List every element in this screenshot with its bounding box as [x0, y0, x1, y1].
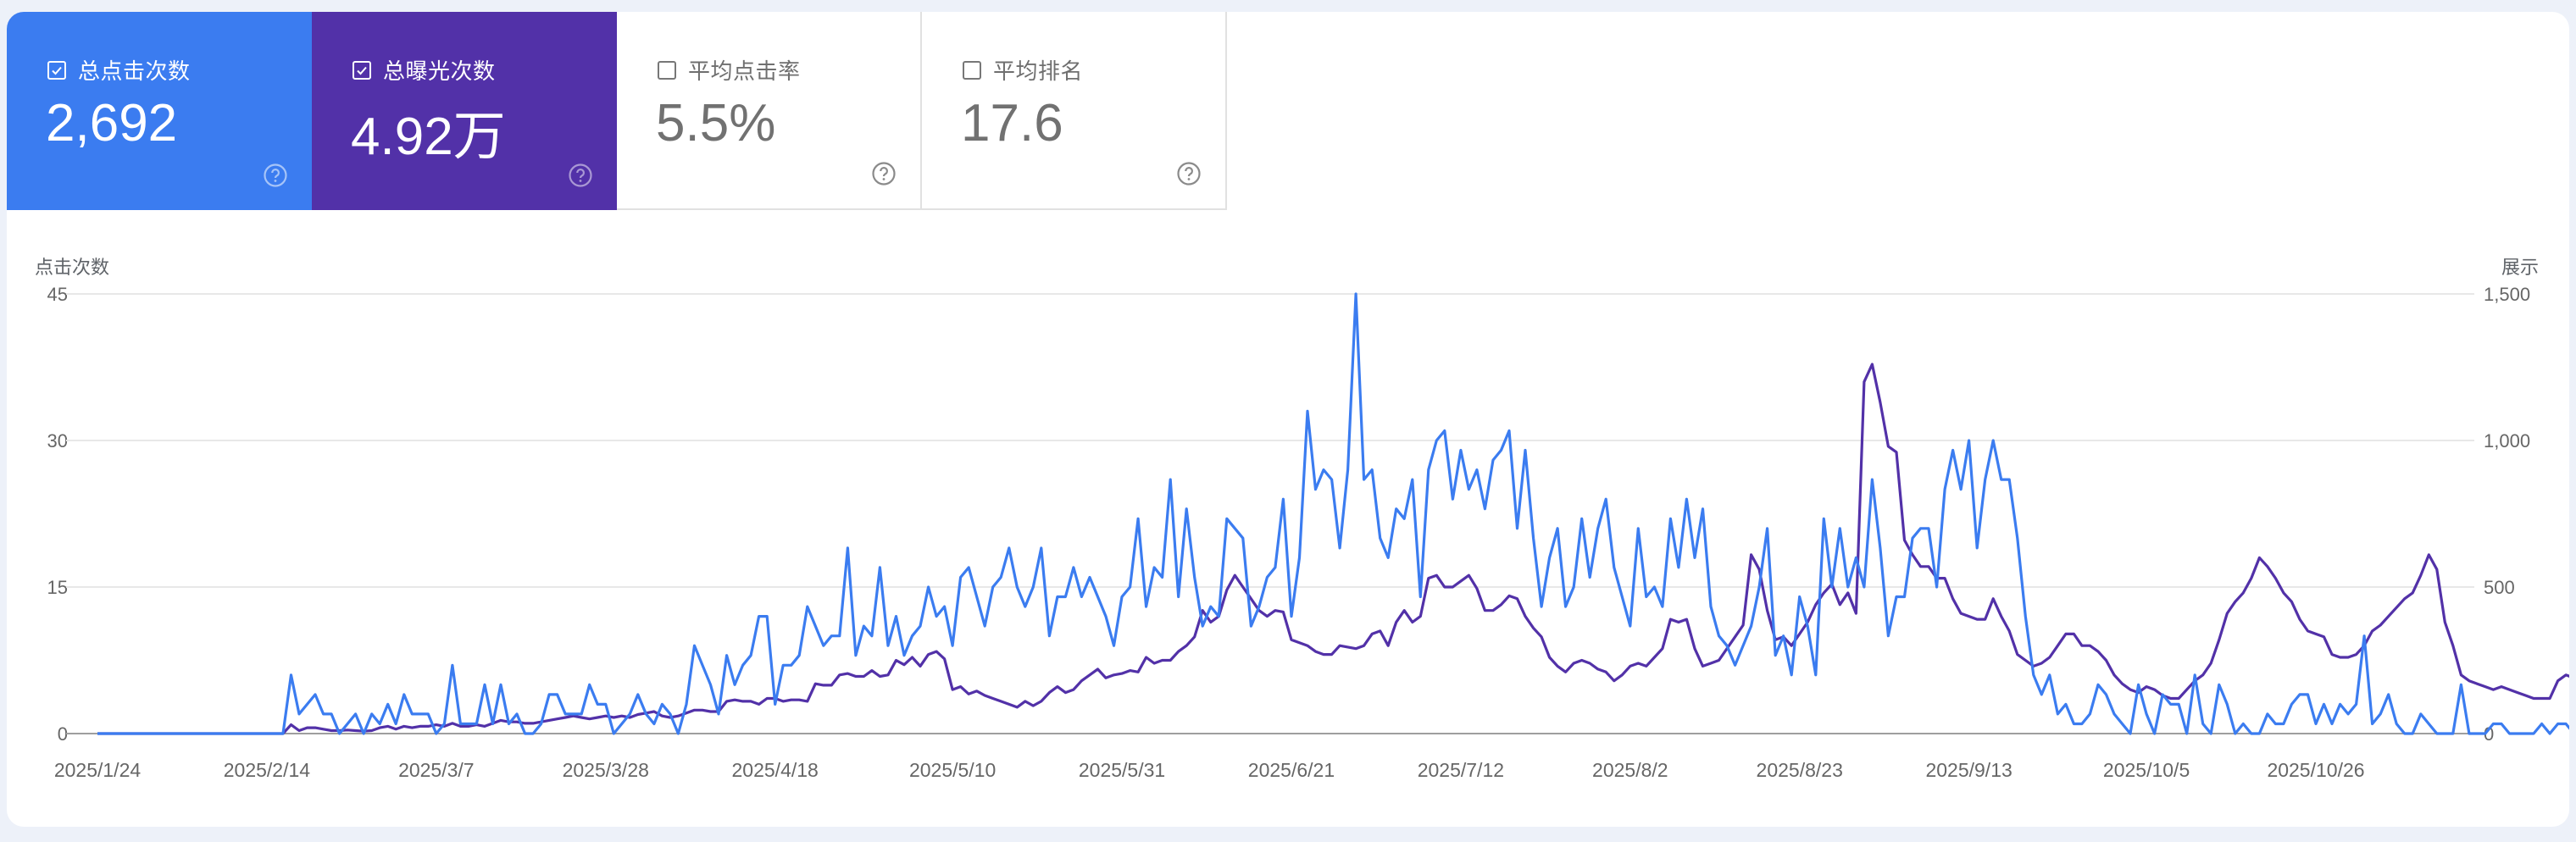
x-axis-tick: 2025/5/10: [908, 759, 997, 781]
x-axis-tick: 2025/9/13: [1925, 759, 2012, 781]
x-axis-tick: 2025/6/21: [1247, 759, 1335, 781]
x-axis-tick: 2025/3/7: [398, 759, 475, 781]
metric-card-position[interactable]: 平均排名 17.6: [922, 12, 1227, 210]
left-y-tick: 45: [47, 284, 68, 305]
x-axis-tick: 2025/5/31: [1078, 759, 1166, 781]
x-axis-tick: 2025/7/12: [1417, 759, 1505, 781]
checkbox-checked-icon[interactable]: [47, 60, 66, 80]
help-circle-icon[interactable]: [1176, 161, 1202, 186]
metric-label: 平均点击率: [688, 58, 801, 84]
checkbox-checked-icon[interactable]: [353, 60, 371, 80]
help-circle-icon[interactable]: [871, 161, 897, 186]
right-y-tick: 500: [2484, 577, 2515, 598]
metric-value: 17.6: [961, 94, 1063, 152]
right-y-tick: 1,500: [2484, 284, 2531, 305]
x-axis-tick: 2025/8/2: [1592, 759, 1668, 781]
metric-value: 5.5%: [656, 94, 776, 152]
clicks-line: [97, 292, 2569, 735]
help-circle-icon[interactable]: [568, 163, 593, 188]
performance-panel: 总点击次数 2,692 总曝光次数 4.92万: [7, 12, 2569, 827]
line-plot[interactable]: [7, 12, 2569, 827]
left-axis-title: 点击次数: [35, 257, 110, 278]
left-y-tick: 0: [57, 723, 68, 745]
left-y-tick: 15: [47, 577, 68, 598]
performance-chart[interactable]: 点击次数 展示 45 30 15 0 1,500 1,000 500 0 202…: [7, 12, 2569, 827]
right-y-tick: 0: [2484, 723, 2495, 745]
metric-label: 总曝光次数: [383, 58, 496, 84]
gridlines: [66, 293, 2474, 734]
right-y-tick: 1,000: [2484, 430, 2531, 451]
right-axis-title: 展示: [2501, 257, 2540, 278]
metric-label: 平均排名: [993, 58, 1084, 84]
metric-card-impressions[interactable]: 总曝光次数 4.92万: [312, 12, 617, 210]
help-circle-icon[interactable]: [263, 163, 288, 188]
impressions-line: [97, 363, 2569, 735]
checkbox-unchecked-icon[interactable]: [658, 60, 676, 80]
x-axis-tick: 2025/1/24: [53, 759, 142, 781]
metric-value: 4.92万: [351, 108, 506, 166]
metric-value: 2,692: [46, 94, 178, 152]
metric-label: 总点击次数: [78, 58, 191, 84]
metric-card-clicks[interactable]: 总点击次数 2,692: [7, 12, 312, 210]
x-axis-tick: 2025/8/23: [1756, 759, 1843, 781]
checkbox-unchecked-icon[interactable]: [963, 60, 981, 80]
x-axis-tick: 2025/2/14: [223, 759, 311, 781]
x-axis-tick: 2025/10/5: [2102, 759, 2190, 781]
x-axis-tick: 2025/3/28: [562, 759, 649, 781]
left-y-tick: 30: [47, 430, 68, 451]
metric-card-ctr[interactable]: 平均点击率 5.5%: [617, 12, 922, 210]
metric-cards: 总点击次数 2,692 总曝光次数 4.92万: [7, 12, 1227, 210]
x-axis-tick: 2025/10/26: [2267, 759, 2365, 781]
x-axis-tick: 2025/4/18: [731, 759, 819, 781]
